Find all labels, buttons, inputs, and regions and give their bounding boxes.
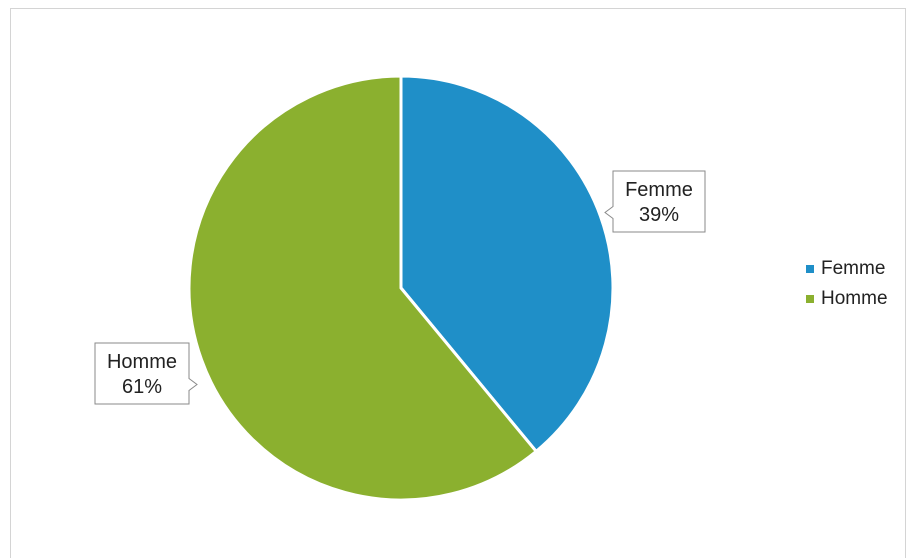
legend-item-femme: Femme: [806, 254, 888, 284]
data-label-box: [94, 342, 198, 405]
data-label-box: [604, 170, 706, 233]
legend: Femme Homme: [806, 254, 888, 314]
pie-slices: [187, 74, 615, 502]
data-label-value: 39%: [639, 204, 679, 226]
data-label-homme: Homme 61%: [94, 342, 198, 405]
pie-slice-homme: [187, 74, 539, 502]
legend-item-homme: Homme: [806, 284, 888, 314]
data-label-femme: Femme 39%: [604, 170, 706, 233]
legend-label-femme: Femme: [821, 258, 886, 279]
data-label-category: Homme: [107, 351, 177, 373]
data-label-value: 61%: [122, 376, 162, 398]
legend-label-homme: Homme: [821, 288, 888, 309]
data-label-category: Femme: [625, 179, 693, 201]
data-labels: Femme 39% Homme 61%: [94, 170, 706, 405]
pie-slice-femme: [399, 74, 615, 454]
legend-swatch-femme: [806, 265, 814, 273]
legend-swatch-homme: [806, 295, 814, 303]
